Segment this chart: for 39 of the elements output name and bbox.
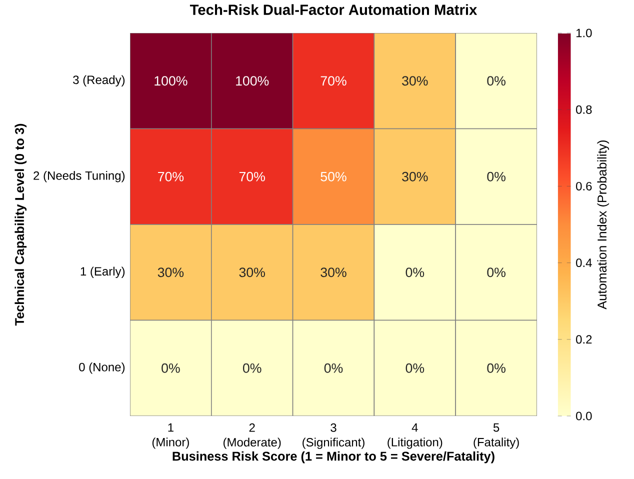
color-bar-label: 0.4 <box>576 258 592 268</box>
color-bar-label: 0.0 <box>576 412 592 420</box>
color-bar-label: 1.0 <box>576 28 592 38</box>
data-label: 0% <box>487 363 506 373</box>
x-tick-label: 2 (Moderate) <box>224 423 281 449</box>
y-tick-label: 1 (Early) <box>80 266 125 278</box>
x-tick-label: 5 (Fatality) <box>474 423 519 449</box>
y-tick-label: 2 (Needs Tuning) <box>34 171 125 182</box>
data-label: 30% <box>402 172 428 182</box>
data-label: 0% <box>487 76 506 86</box>
data-label: 0% <box>406 363 424 373</box>
data-label: 100% <box>236 76 269 86</box>
x-tick-label: 4 (Litigation) <box>388 423 442 449</box>
data-label: 30% <box>239 268 265 278</box>
x-axis-title: Business Risk Score (1 = Minor to 5 = Severe/Fatality) <box>172 451 494 464</box>
color-bar-label: 0.2 <box>576 335 592 344</box>
data-label: 70% <box>320 76 346 86</box>
y-tick-label: 3 (Ready) <box>73 75 125 86</box>
data-label: 0% <box>324 363 343 373</box>
y-axis-title: Technical Capability Level (0 to 3) <box>14 124 27 326</box>
color-bar-title: Automation Index (Probability) <box>597 140 610 310</box>
color-bar-label: 0.8 <box>576 105 592 114</box>
data-label: 0% <box>487 268 506 278</box>
data-label: 70% <box>158 172 184 182</box>
color-bar-label: 0.6 <box>576 182 592 190</box>
y-tick-label: 0 (None) <box>79 362 125 374</box>
data-label: 30% <box>158 268 184 278</box>
data-label: 50% <box>320 172 346 182</box>
data-label: 70% <box>239 172 265 182</box>
data-label: 0% <box>242 363 262 373</box>
data-label: 30% <box>402 76 428 86</box>
x-tick-label: 3 (Significant) <box>302 423 364 449</box>
data-label: 0% <box>487 172 506 182</box>
data-label: 0% <box>162 363 180 373</box>
chart-title: Tech-Risk Dual-Factor Automation Matrix <box>190 4 478 15</box>
data-label: 0% <box>406 268 424 278</box>
x-tick-label: 1 (Minor) <box>152 423 189 449</box>
data-label: 30% <box>320 268 346 278</box>
data-label: 100% <box>154 76 188 86</box>
